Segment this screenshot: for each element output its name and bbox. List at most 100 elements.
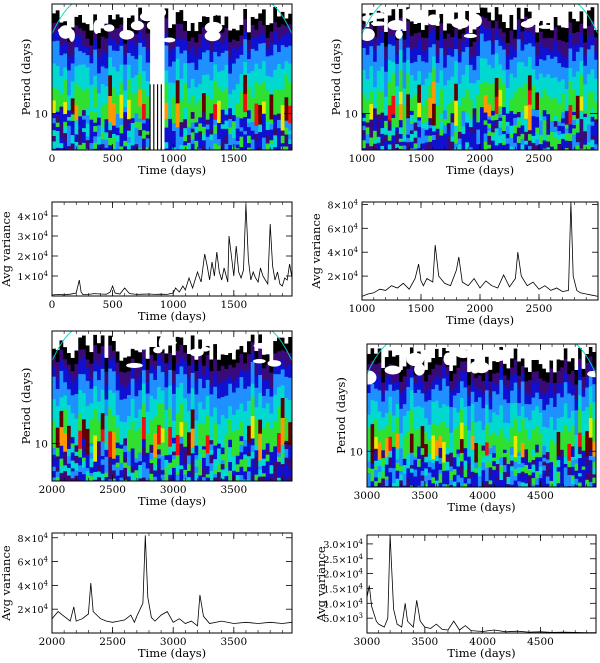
wavelet-cell — [269, 76, 274, 96]
wavelet-cell — [465, 142, 470, 147]
wavelet-cell — [179, 476, 184, 481]
wavelet-cell — [384, 46, 389, 60]
wavelet-cell — [578, 409, 583, 434]
wavelet-cell — [463, 406, 468, 427]
wavelet-cell — [183, 30, 188, 40]
wavelet-cell — [398, 8, 404, 19]
wavelet-cell — [546, 23, 551, 39]
wavelet-cell — [406, 485, 411, 487]
x-tick-label: 3500 — [411, 636, 438, 648]
wavelet-cell — [213, 125, 218, 135]
wavelet-cell — [553, 143, 559, 150]
wavelet-cell — [506, 464, 511, 474]
wavelet-cell — [556, 370, 561, 385]
wavelet-cell — [217, 443, 222, 450]
coi-blank — [528, 344, 533, 372]
wavelet-cell — [428, 23, 433, 34]
wavelet-cell — [134, 382, 139, 397]
wavelet-cell — [586, 115, 592, 119]
wavelet-cell — [228, 140, 233, 146]
wavelet-cell — [369, 119, 374, 127]
wavelet-cell — [194, 455, 199, 461]
wavelet-cell — [112, 458, 117, 466]
x-tick-label: 2000 — [467, 303, 494, 315]
coi-blank — [205, 4, 211, 18]
wavelet-cell — [381, 401, 386, 419]
wavelet-cell — [247, 110, 252, 120]
wavelet-cell — [452, 387, 458, 397]
coi-blank — [560, 344, 565, 361]
wavelet-cell — [78, 64, 83, 88]
x-tick-label: 1500 — [408, 153, 435, 165]
wavelet-cell — [202, 457, 207, 463]
wavelet-cell — [220, 479, 226, 481]
wavelet-cell — [480, 144, 485, 150]
wavelet-cell — [564, 56, 570, 69]
wavelet-cell — [409, 347, 415, 359]
wavelet-cell — [524, 140, 529, 146]
wavelet-cell — [510, 466, 515, 472]
wavelet-cell — [269, 119, 274, 125]
wavelet-cell — [130, 77, 136, 94]
wavelet-cell — [63, 382, 68, 397]
wavelet-cell — [561, 118, 566, 124]
wavelet-cell — [269, 428, 274, 453]
wavelet-cell — [59, 410, 64, 428]
wavelet-cell — [398, 37, 404, 51]
wavelet-cell — [142, 462, 147, 471]
wavelet-cell — [561, 67, 566, 80]
wavelet-cell — [153, 464, 158, 472]
wavelet-cell — [456, 466, 461, 476]
wavelet-cell — [67, 364, 72, 375]
wavelet-cell — [399, 474, 404, 482]
wavelet-cell — [187, 377, 192, 395]
wavelet-cell — [370, 463, 375, 470]
wavelet-cell — [417, 148, 422, 150]
wavelet-cell — [175, 38, 181, 48]
wavelet-cell — [424, 135, 429, 144]
wavelet-cell — [89, 467, 94, 474]
wavelet-cell — [168, 446, 173, 456]
wavelet-cell — [586, 49, 592, 75]
coi-blank — [362, 4, 367, 14]
wavelet-cell — [93, 142, 98, 150]
wavelet-cell — [280, 457, 286, 465]
wavelet-cell — [505, 27, 511, 44]
wavelet-cell — [52, 471, 57, 479]
wavelet-cell — [273, 69, 278, 91]
wavelet-cell — [175, 58, 181, 81]
wavelet-cell — [406, 472, 411, 479]
wavelet-cell — [505, 148, 511, 150]
wavelet-cell — [70, 357, 76, 372]
wavelet-cell — [254, 462, 259, 468]
wavelet-cell — [82, 474, 87, 481]
wavelet-cell — [560, 417, 565, 433]
wavelet-cell — [172, 138, 177, 149]
wavelet-cell — [63, 67, 68, 81]
wavelet-cell — [420, 426, 425, 449]
contour-hole — [362, 28, 375, 41]
wavelet-cell — [539, 43, 544, 60]
wavelet-cell — [365, 79, 370, 100]
wavelet-cell — [483, 58, 488, 83]
wavelet-cell — [89, 352, 94, 365]
wavelet-cell — [262, 25, 267, 35]
wavelet-cell — [427, 400, 433, 426]
x-tick-label: 2500 — [99, 484, 126, 496]
wavelet-cell — [138, 109, 143, 120]
wavelet-cell — [269, 140, 274, 145]
wavelet-cell — [224, 88, 229, 111]
wavelet-cell — [384, 479, 390, 487]
wavelet-cell — [572, 76, 577, 90]
wavelet-cell — [288, 144, 292, 149]
wavelet-cell — [499, 379, 504, 406]
wavelet-cell — [258, 334, 263, 345]
wavelet-cell — [406, 59, 411, 74]
wavelet-cell — [542, 24, 547, 39]
wavelet-cell — [413, 118, 418, 124]
wavelet-cell — [198, 117, 203, 124]
wavelet-cell — [78, 430, 83, 450]
wavelet-cell — [82, 110, 87, 117]
wavelet-cell — [495, 394, 500, 416]
wavelet-cell — [413, 130, 418, 139]
